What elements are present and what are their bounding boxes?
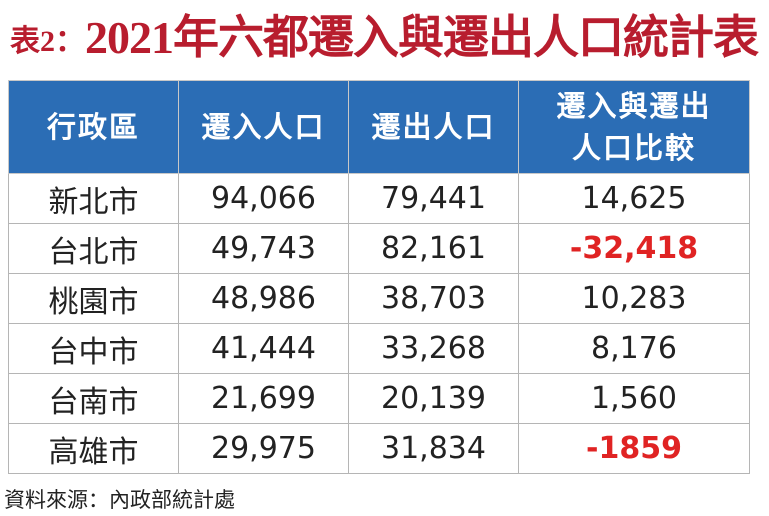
data-table: 行政區 遷入人口 遷出人口 遷入與遷出 人口比較 新北市 94,066 79,441 14,6… — [8, 80, 750, 474]
column-header: 行政區 — [8, 80, 179, 174]
row-header: 桃園市 — [8, 273, 179, 324]
table-cell: 1,560 — [518, 373, 750, 424]
table-cell: 21,699 — [178, 373, 349, 424]
table-row: 高雄市 29,975 31,834 -1859 — [8, 423, 750, 474]
table-cell: 48,986 — [178, 273, 349, 324]
row-header: 台中市 — [8, 323, 179, 374]
table-cell: 8,176 — [518, 323, 750, 374]
column-header-line: 遷入與遷出 — [556, 89, 712, 123]
column-header-line: 人口比較 — [571, 131, 696, 165]
table-row: 台中市 41,444 33,268 8,176 — [8, 323, 750, 374]
table-row: 桃園市 48,986 38,703 10,283 — [8, 273, 750, 324]
table-cell: 38,703 — [348, 273, 519, 324]
table-body: 新北市 94,066 79,441 14,625 台北市 49,743 82,161 -32,… — [8, 173, 750, 474]
table-cell: 41,444 — [178, 323, 349, 374]
column-header: 遷出人口 — [348, 80, 519, 174]
row-header: 台南市 — [8, 373, 179, 424]
table-label: 表2： — [10, 25, 85, 58]
table-cell: 94,066 — [178, 173, 349, 224]
table-cell: 49,743 — [178, 223, 349, 274]
row-header: 台北市 — [8, 223, 179, 274]
column-header: 遷入與遷出 人口比較 — [518, 80, 750, 174]
table-cell: 82,161 — [348, 223, 519, 274]
table-cell: 20,139 — [348, 373, 519, 424]
title-block: 表2：2021年六都遷入與遷出人口統計表 — [10, 2, 759, 74]
table-cell: 10,283 — [518, 273, 750, 324]
table-cell: -32,418 — [518, 223, 750, 274]
table-row: 台北市 49,743 82,161 -32,418 — [8, 223, 750, 274]
table-cell: 29,975 — [178, 423, 349, 474]
column-header: 遷入人口 — [178, 80, 349, 174]
row-header: 新北市 — [8, 173, 179, 224]
header-row: 行政區 遷入人口 遷出人口 遷入與遷出 人口比較 — [8, 80, 750, 174]
table-cell: 14,625 — [518, 173, 750, 224]
table-cell: 33,268 — [348, 323, 519, 374]
table-row: 台南市 21,699 20,139 1,560 — [8, 373, 750, 424]
table-cell: 31,834 — [348, 423, 519, 474]
table-cell: 79,441 — [348, 173, 519, 224]
source-note: 資料來源：內政部統計處 — [4, 488, 235, 512]
title: 2021年六都遷入與遷出人口統計表 — [85, 12, 759, 63]
table-row: 新北市 94,066 79,441 14,625 — [8, 173, 750, 224]
table-cell: -1859 — [518, 423, 750, 474]
row-header: 高雄市 — [8, 423, 179, 474]
